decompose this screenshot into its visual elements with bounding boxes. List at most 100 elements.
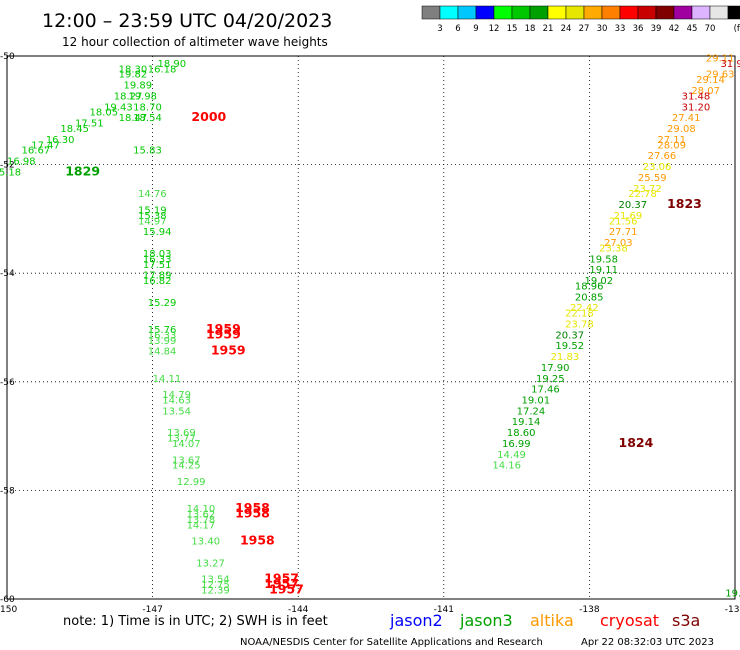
- wave-height-value: 18.30: [119, 64, 148, 75]
- colorbar-swatch: [493, 5, 513, 20]
- wave-height-value: 16.67: [22, 146, 51, 157]
- wave-height-value: 13.99: [148, 336, 177, 347]
- pass-time-label: 1824: [619, 435, 654, 450]
- wave-height-value: 18.96: [575, 281, 604, 292]
- chart-title: 12:00 – 23:59 UTC 04/20/2023: [42, 10, 332, 32]
- wave-height-value: 16.18: [148, 64, 177, 75]
- wave-height-value: 21.83: [551, 352, 580, 363]
- pass-time-label: 2000: [191, 109, 226, 124]
- pass-time-label: 1829: [65, 163, 100, 178]
- colorbar-swatch: [529, 5, 549, 20]
- satellite-label-cryosat: cryosat: [600, 611, 659, 630]
- satellite-label-s3a: s3a: [672, 611, 700, 630]
- data-points: 18.90 18.30 16.1819.8219.8918.2719.9819.43…: [0, 53, 740, 599]
- wave-height-value: 15.19: [138, 205, 167, 216]
- wave-height-value: 25.59: [638, 173, 667, 184]
- colorbar-label: 24: [561, 24, 572, 34]
- colorbar-swatch: [709, 5, 729, 20]
- wave-height-value: 23.78: [565, 320, 594, 331]
- wave-height-value: 29.11: [706, 53, 735, 64]
- colorbar-label: 9: [473, 24, 478, 34]
- colorbar-swatch: [565, 5, 585, 20]
- wave-height-value: 18.03: [143, 249, 172, 260]
- colorbar-swatch: [421, 5, 441, 20]
- wave-height-value: 17.90: [541, 363, 570, 374]
- wave-height-value: 18.47: [119, 113, 148, 124]
- wave-height-value: 12.99: [177, 477, 206, 488]
- wave-height-value: 29.63: [706, 70, 735, 81]
- wave-height-value: 16.82: [143, 276, 172, 287]
- wave-height-value: 15.29: [148, 298, 177, 309]
- colorbar-swatch: [547, 5, 567, 20]
- wave-height-value: 31.20: [682, 102, 711, 113]
- wave-height-value: 19.58: [589, 254, 618, 265]
- wave-height-value: 27.66: [648, 151, 677, 162]
- wave-height-value: 14.17: [187, 520, 216, 531]
- wave-height-value: 27.71: [609, 227, 638, 238]
- wave-height-value: 19.25: [536, 374, 565, 385]
- wave-height-value: 14.63: [162, 396, 191, 407]
- x-tick-label: -138: [579, 605, 600, 615]
- wave-height-value: 13.54: [201, 575, 230, 586]
- wave-height-value: 17.51: [75, 119, 104, 130]
- wave-height-value: 15.83: [133, 146, 162, 157]
- pass-time-label: 1957: [264, 571, 299, 586]
- colorbar-label: 45: [687, 24, 698, 34]
- colorbar-swatch: [583, 5, 603, 20]
- wave-height-value: 19.01: [521, 396, 550, 407]
- wave-height-value: 27.11: [657, 135, 686, 146]
- wave-height-value: 16.30: [46, 135, 75, 146]
- wave-height-value: 14.11: [153, 374, 182, 385]
- pass-time-label: 1959: [206, 321, 241, 336]
- x-tick-label: -144: [288, 605, 309, 615]
- colorbar-label: 18: [525, 24, 536, 34]
- wave-height-value: 17.89: [143, 271, 172, 282]
- wave-height-value: 23.06: [643, 162, 672, 173]
- wave-height-value: 12.39: [201, 586, 230, 597]
- wave-height-value: 16.33: [143, 254, 172, 265]
- wave-height-value: 18.45: [60, 124, 89, 135]
- wave-height-value: 20.85: [575, 292, 604, 303]
- wave-height-value: 19.14: [512, 417, 541, 428]
- wave-height-value: 18.60: [507, 428, 536, 439]
- wave-height-value: 29.08: [667, 124, 696, 135]
- wave-height-value: 17.46: [531, 385, 560, 396]
- wave-height-value: 19.11: [589, 265, 618, 276]
- wave-height-value: 19.43: [104, 102, 133, 113]
- wave-height-value: 27.41: [672, 113, 701, 124]
- axis-ticks: -150 -147 -144 -141 -138 -135 -50 -52 -54 -56 -58 -…: [0, 52, 740, 615]
- colorbar-label: 33: [615, 24, 626, 34]
- grid-lines: [7, 56, 735, 599]
- chart-subtitle: 12 hour collection of altimeter wave hei…: [62, 35, 328, 49]
- wave-height-value: 29.14: [696, 75, 725, 86]
- wave-height-value: 18.54: [133, 113, 162, 124]
- wave-height-value: 13.27: [196, 558, 225, 569]
- wave-height-value: 13.67: [172, 455, 201, 466]
- y-tick-label: -58: [0, 486, 15, 496]
- wave-height-value: 20.37: [619, 200, 648, 211]
- wave-height-value: 16.99: [502, 439, 531, 450]
- y-tick-label: -50: [0, 52, 15, 62]
- colorbar-label: 39: [651, 24, 662, 34]
- colorbar-label: 27: [579, 24, 590, 34]
- wave-height-value: 14.84: [148, 347, 177, 358]
- colorbar-swatch: [727, 5, 740, 20]
- wave-height-value: 23.72: [633, 184, 662, 195]
- colorbar-label: 21: [543, 24, 554, 34]
- wave-height-value: 14.10: [187, 504, 216, 515]
- wave-height-value: 13.54: [162, 406, 191, 417]
- wave-height-value: 31.92: [720, 59, 740, 70]
- wave-height-value: 14.76: [138, 189, 167, 200]
- plot-area: -150 -147 -144 -141 -138 -135 -50 -52 -54 -56 -58 -…: [0, 52, 740, 615]
- colorbar-label: 3: [437, 24, 442, 34]
- wave-height-value: 17.24: [517, 406, 546, 417]
- wave-height-value: 19.16: [725, 588, 740, 599]
- wave-height-value: 28.07: [691, 86, 720, 97]
- pass-time-label: 1957: [269, 582, 304, 597]
- pass-time-label: 1957: [264, 576, 299, 591]
- wave-height-value: 21.69: [614, 211, 643, 222]
- pass-time-label: 1958: [240, 533, 275, 548]
- wave-height-value: 15.76: [148, 325, 177, 336]
